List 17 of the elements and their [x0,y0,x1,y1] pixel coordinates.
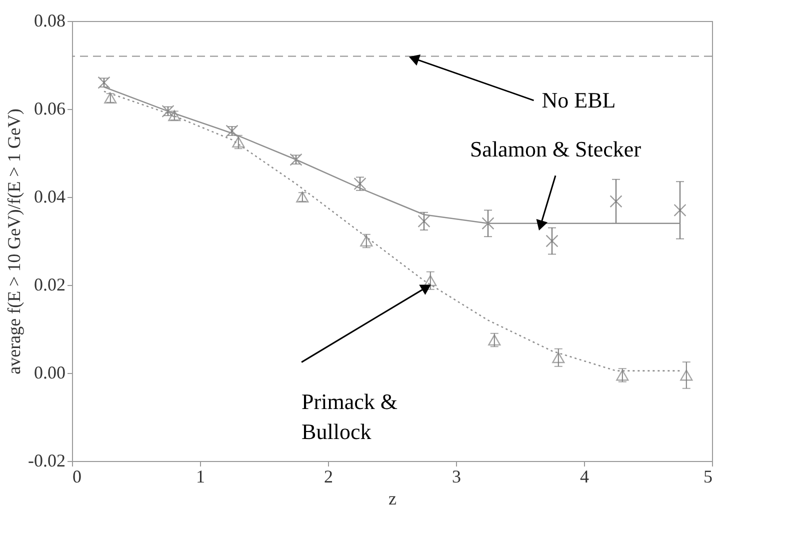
x-tick-label: 5 [704,466,712,486]
x-tick-label: 2 [324,466,333,486]
annotation: Primack & Bullock [302,389,398,444]
x-axis-title: z [388,488,396,508]
annotation: Salamon & Stecker [470,136,642,162]
y-tick-label: 0.02 [34,274,66,294]
x-tick-label: 3 [452,466,461,486]
x-tick-label: 1 [196,466,205,486]
y-tick-label: 0.06 [34,98,66,118]
y-tick-label: -0.02 [28,450,66,470]
annotation: No EBL [542,87,616,112]
y-tick-label: 0.04 [34,186,66,206]
x-tick-label: 0 [72,466,82,486]
y-axis-title: average f(E > 10 GeV)/f(E > 1 GeV) [4,108,24,374]
y-tick-label: 0.08 [34,10,66,30]
x-tick-label: 4 [580,466,589,486]
y-tick-label: 0.00 [34,362,66,382]
